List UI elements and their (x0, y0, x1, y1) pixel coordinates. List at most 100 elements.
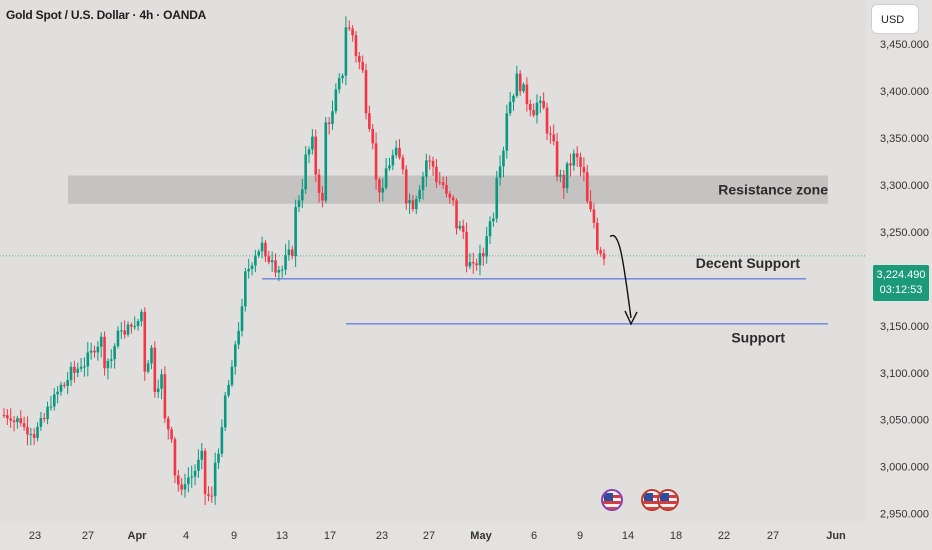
candle[interactable] (36, 426, 39, 438)
candle[interactable] (562, 174, 566, 189)
candle[interactable] (575, 153, 579, 158)
candle[interactable] (394, 147, 398, 156)
resistance-zone-label[interactable]: Resistance zone (718, 182, 828, 198)
candle[interactable] (471, 262, 475, 264)
candle[interactable] (445, 184, 448, 194)
candle[interactable] (99, 336, 103, 347)
candle[interactable] (589, 201, 592, 210)
candle[interactable] (156, 388, 160, 392)
candle[interactable] (133, 326, 137, 328)
candle[interactable] (317, 174, 321, 194)
candle[interactable] (136, 321, 140, 327)
candle[interactable] (354, 35, 358, 57)
candle[interactable] (324, 122, 328, 201)
candle[interactable] (602, 253, 606, 259)
candle[interactable] (86, 352, 90, 367)
candle[interactable] (304, 154, 307, 190)
candle[interactable] (264, 242, 267, 257)
candle[interactable] (46, 406, 49, 420)
candle[interactable] (418, 190, 421, 200)
candle[interactable] (528, 104, 532, 111)
candle[interactable] (368, 113, 371, 129)
candle[interactable] (582, 166, 586, 173)
candle[interactable] (438, 181, 442, 183)
candle[interactable] (52, 394, 56, 407)
candle[interactable] (461, 225, 465, 232)
candle[interactable] (458, 225, 462, 229)
candle[interactable] (49, 406, 53, 408)
candle[interactable] (451, 197, 455, 201)
candle[interactable] (542, 100, 545, 108)
candle[interactable] (485, 236, 488, 257)
candle[interactable] (431, 160, 435, 167)
candle[interactable] (421, 176, 425, 191)
candle[interactable] (435, 166, 438, 182)
candle[interactable] (16, 418, 19, 423)
candle[interactable] (79, 366, 83, 369)
candle[interactable] (96, 346, 100, 353)
time-axis[interactable] (0, 522, 866, 550)
candle[interactable] (595, 222, 599, 251)
candle[interactable] (515, 73, 519, 96)
resistance-zone[interactable] (68, 175, 828, 204)
candle[interactable] (488, 221, 492, 237)
candle[interactable] (455, 200, 458, 229)
candle[interactable] (140, 311, 143, 322)
currency-selector[interactable]: USD (871, 4, 919, 34)
candle[interactable] (26, 427, 29, 435)
candle[interactable] (301, 189, 304, 201)
candle[interactable] (522, 84, 525, 92)
candle[interactable] (384, 168, 388, 188)
candle[interactable] (284, 254, 287, 270)
candle[interactable] (327, 122, 331, 124)
candle[interactable] (197, 459, 200, 471)
candle[interactable] (277, 269, 281, 273)
candle[interactable] (210, 495, 214, 497)
candle[interactable] (183, 484, 187, 490)
candle[interactable] (250, 265, 254, 269)
candle[interactable] (428, 160, 431, 162)
candle[interactable] (32, 434, 36, 438)
candle[interactable] (12, 420, 16, 423)
candle[interactable] (103, 336, 106, 369)
candle[interactable] (207, 494, 210, 496)
candle[interactable] (398, 147, 401, 158)
candle[interactable] (230, 366, 234, 385)
candle[interactable] (237, 330, 240, 345)
candle[interactable] (203, 450, 207, 495)
candle[interactable] (337, 78, 341, 90)
candle[interactable] (518, 73, 522, 92)
candle[interactable] (200, 450, 204, 460)
candle[interactable] (364, 70, 368, 114)
candle[interactable] (233, 344, 237, 367)
candle[interactable] (579, 157, 582, 167)
candle[interactable] (378, 179, 381, 193)
candle[interactable] (311, 136, 314, 150)
candle[interactable] (592, 209, 596, 223)
candle[interactable] (240, 306, 244, 331)
candle[interactable] (213, 462, 217, 497)
candle[interactable] (559, 174, 562, 177)
candle[interactable] (106, 361, 110, 369)
candle[interactable] (374, 143, 378, 180)
support-label[interactable]: Support (731, 330, 785, 346)
candle[interactable] (294, 207, 297, 257)
candle[interactable] (414, 199, 418, 210)
candle[interactable] (170, 429, 173, 440)
candle[interactable] (512, 95, 515, 102)
candle[interactable] (113, 346, 116, 360)
candle[interactable] (599, 250, 602, 254)
candle[interactable] (478, 253, 482, 266)
candle[interactable] (166, 418, 170, 430)
candle[interactable] (482, 253, 485, 257)
candle[interactable] (220, 427, 224, 454)
candle[interactable] (549, 133, 552, 135)
candle[interactable] (73, 366, 76, 373)
us-flag-icon[interactable] (657, 489, 679, 511)
candle[interactable] (76, 368, 80, 373)
candle[interactable] (351, 28, 354, 36)
candle[interactable] (344, 27, 348, 76)
candle[interactable] (448, 193, 452, 198)
candle[interactable] (321, 193, 324, 201)
candle[interactable] (59, 384, 63, 392)
